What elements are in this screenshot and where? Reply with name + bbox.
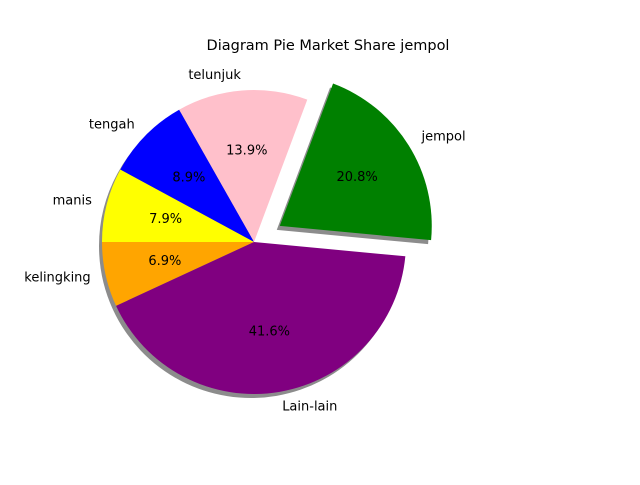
- pie-slice-lain-lain: [116, 242, 406, 395]
- slice-label-manis: manis: [53, 193, 92, 208]
- slice-label-tengah: tengah: [89, 117, 135, 132]
- slice-percent-lain-lain: 41.6%: [249, 324, 290, 339]
- slice-label-lain-lain: Lain-lain: [282, 399, 337, 414]
- chart-title: Diagram Pie Market Share jempol: [207, 38, 450, 54]
- pie-slice-jempol: [279, 83, 432, 241]
- slice-percent-tengah: 8.9%: [172, 171, 205, 186]
- slice-label-telunjuk: telunjuk: [188, 68, 241, 83]
- slice-label-kelingking: kelingking: [24, 271, 90, 286]
- slice-percent-telunjuk: 13.9%: [226, 144, 267, 159]
- label-layer: kelingking 6.9% Lain-lain 41.6% jempol 20.8% t…: [24, 68, 466, 414]
- slice-label-jempol: jempol: [421, 130, 466, 145]
- slice-percent-manis: 7.9%: [149, 212, 182, 227]
- pie-slice-tengah: [120, 109, 254, 242]
- pie-slice-telunjuk: [179, 89, 308, 242]
- slice-layer: [102, 83, 432, 395]
- slice-percent-jempol: 20.8%: [336, 170, 377, 185]
- pie-slice-kelingking: [102, 242, 254, 306]
- slice-percent-kelingking: 6.9%: [148, 254, 181, 269]
- pie-slice-manis: [102, 169, 254, 242]
